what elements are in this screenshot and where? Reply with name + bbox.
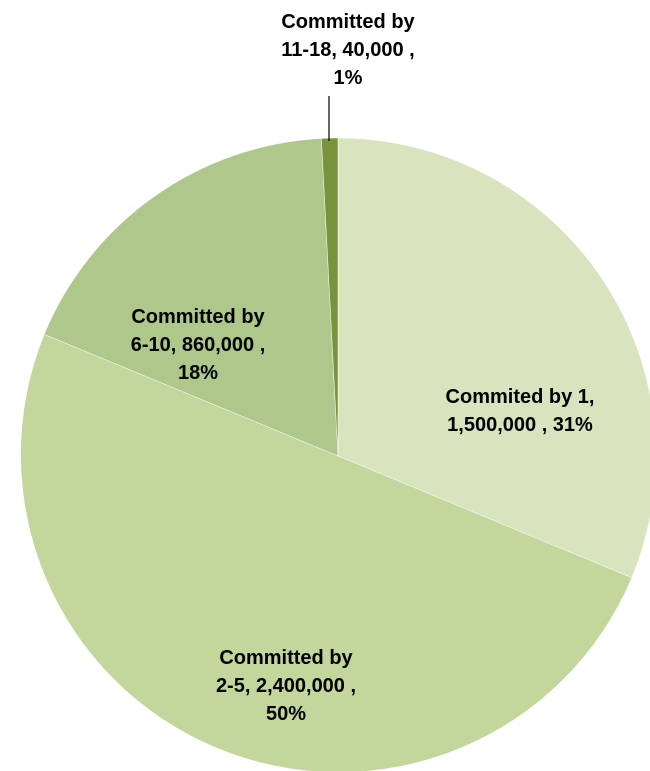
slice-label-line: 6-10, 860,000 , [131, 334, 266, 356]
slice-label-1: Commited by 1, 1,500,000 , 31% [446, 386, 595, 436]
slice-label-line: Committed by [281, 11, 415, 33]
slice-label-line: 11-18, 40,000 , [281, 39, 414, 61]
slice-label-line: 1% [334, 67, 363, 89]
slice-label-line: 1,500,000 , 31% [447, 414, 593, 436]
pie-slice-3 [43, 138, 339, 457]
pie-slice-1 [337, 137, 650, 579]
slice-label-line: 50% [266, 703, 306, 725]
slice-label-2: Committed by 2-5, 2,400,000 , 50% [216, 647, 356, 725]
pie-slice-4 [321, 137, 339, 457]
pie-slice-2 [20, 333, 633, 771]
slice-label-line: Committed by [219, 647, 353, 669]
slice-label-line: Committed by [131, 306, 265, 328]
pie-slices [20, 137, 650, 771]
slice-label-4: Committed by 11-18, 40,000 , 1% [281, 11, 415, 89]
pie-labels: Commited by 1, 1,500,000 , 31% Committed b… [131, 11, 595, 725]
slice-label-3: Committed by 6-10, 860,000 , 18% [131, 306, 266, 384]
slice-label-line: 2-5, 2,400,000 , [216, 675, 356, 697]
slice-label-line: 18% [178, 362, 218, 384]
slice-label-line: Commited by 1, [446, 386, 595, 408]
